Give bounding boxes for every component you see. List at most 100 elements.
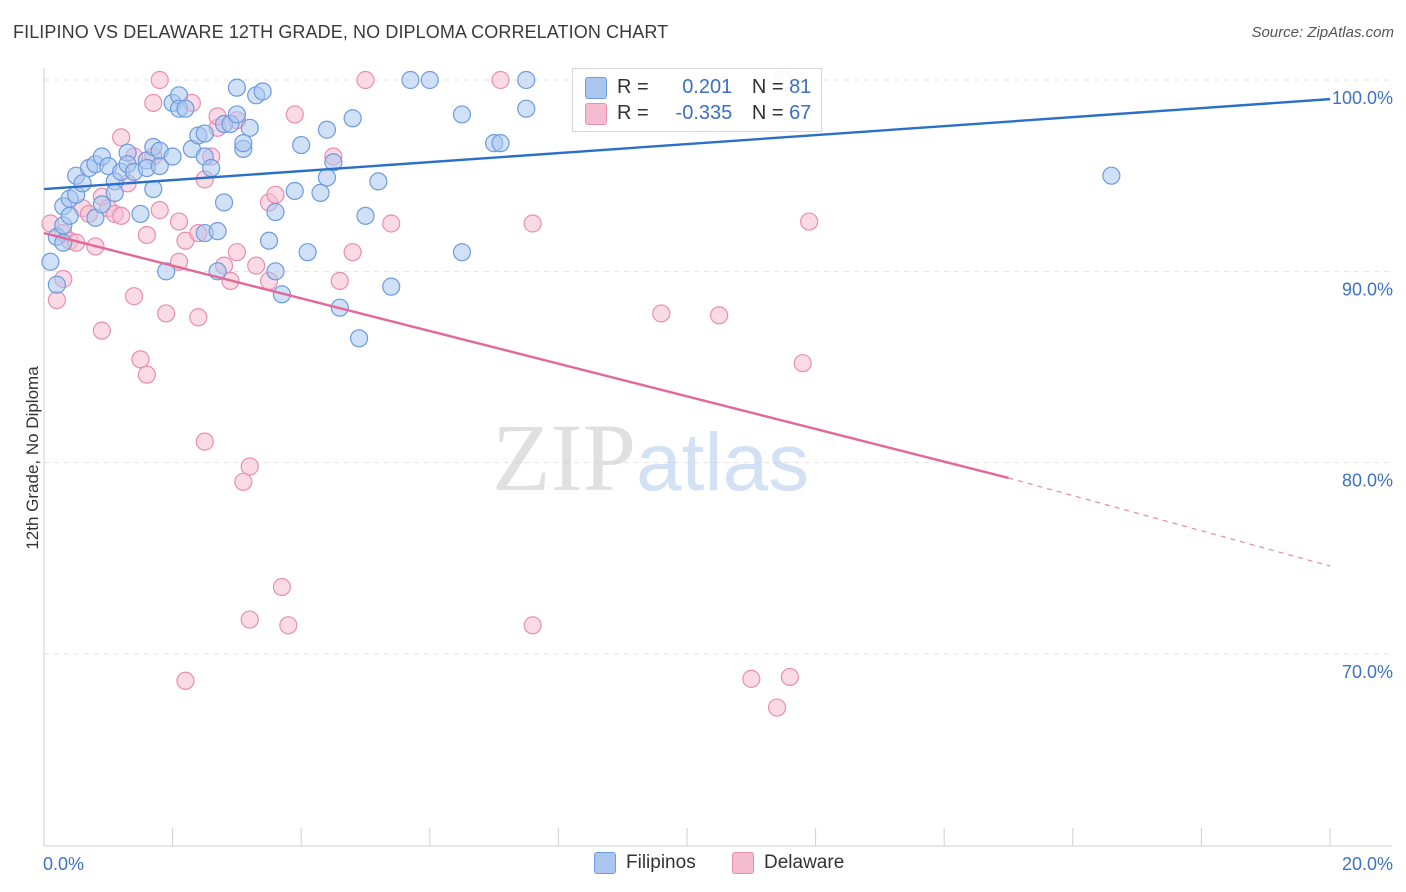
delaware-point [272,577,292,597]
filipinos-point [317,168,337,187]
legend-n-label: N = [751,76,784,98]
delaware-point [767,698,787,717]
delaware-trend-extension [1008,477,1331,567]
legend-n-value: 67 [789,102,812,124]
filipinos-point [234,134,253,153]
delaware-point [227,243,246,262]
delaware-point [137,225,156,245]
legend-swatch-filipinos [585,76,607,99]
delaware-point [330,271,349,290]
filipinos-point [227,78,246,97]
delaware-point [710,306,729,325]
delaware-point [742,669,761,688]
legend-swatch-delaware [732,852,754,874]
delaware-point [780,667,799,687]
filipinos-point [324,153,343,172]
delaware-point [247,256,266,275]
filipinos-point [163,147,182,166]
filipinos-trend-line [43,97,1331,191]
filipinos-point [131,204,150,224]
legend-swatch-delaware [585,102,607,125]
delaware-point [124,287,144,306]
delaware-point [169,212,189,231]
filipinos-point [420,70,439,90]
delaware-point [150,70,169,90]
stats-legend: R = 0.201 N = 81 R = -0.335 N = 67 [572,68,822,132]
delaware-point [157,304,176,323]
filipinos-point [298,243,317,262]
y-tick-label: 80.0% [1342,471,1393,491]
delaware-point [189,308,208,327]
filipinos-point [144,179,163,199]
watermark-atlas: atlas [636,417,809,508]
legend-r-value: 0.201 [682,76,733,98]
delaware-point [800,212,819,231]
y-tick-label: 100.0% [1332,88,1393,108]
filipinos-point [157,262,176,281]
delaware-point [523,616,542,635]
delaware-point [112,128,131,147]
delaware-point [343,243,362,262]
legend-row-filipinos: R = 0.201 N = 81 [585,76,811,100]
legend-r-label: R = [617,102,649,124]
delaware-point [491,70,510,90]
filipinos-point [356,206,375,225]
filipinos-point [202,158,221,178]
delaware-point [793,354,812,373]
filipinos-point [491,134,510,153]
x-tick-label: 0.0% [43,854,84,874]
filipinos-point [343,109,362,128]
x-tick-label: 20.0% [1342,854,1393,874]
source-credit: Source: ZipAtlas.com [1251,24,1394,41]
delaware-point [144,93,163,113]
legend-item-delaware[interactable]: Delaware [732,852,844,874]
axes [43,68,1392,847]
filipinos-point [382,277,401,296]
legend-row-delaware: R = -0.335 N = 67 [585,102,811,126]
legend-label-filipinos: Filipinos [626,852,696,874]
filipinos-point [369,172,388,191]
filipinos-point [266,202,285,222]
filipinos-point [311,183,330,202]
y-axis-label: 12th Grade, No Diploma [23,366,42,550]
delaware-point [195,432,214,451]
filipinos-point [150,157,169,176]
chart-title: FILIPINO VS DELAWARE 12TH GRADE, NO DIPL… [13,22,669,42]
delaware-point [285,105,304,124]
delaware-point [240,457,259,476]
watermark: ZIP atlas [492,404,809,511]
filipinos-point [259,231,279,250]
legend-item-filipinos[interactable]: Filipinos [594,852,696,874]
delaware-point [150,201,169,220]
delaware-point [523,214,542,233]
delaware-point [137,365,156,384]
filipinos-point [195,124,214,143]
filipinos-point [517,70,536,90]
filipinos-point [240,118,259,137]
filipinos-point [452,105,472,124]
filipinos-point [1102,166,1121,185]
series-legend: Filipinos Delaware [0,852,1406,878]
delaware-point [176,671,195,690]
filipinos-point [105,183,124,202]
filipinos-point [92,195,111,214]
delaware-point [131,350,150,369]
delaware-point [652,304,671,323]
filipinos-point [208,222,227,241]
filipinos-point [517,99,536,118]
filipinos-point [41,252,60,271]
delaware-trend-line [43,231,1009,480]
legend-n-value: 81 [789,76,812,98]
delaware-point [356,70,375,90]
filipinos-point [401,70,420,90]
grid-lines [44,79,1392,655]
delaware-point [240,610,259,629]
delaware-point [47,290,66,310]
filipinos-point [266,262,285,281]
legend-r-label: R = [617,76,649,98]
legend-swatch-filipinos [594,852,616,874]
filipinos-point [253,82,272,101]
filipinos-point [349,329,369,348]
watermark-zip: ZIP [492,404,636,511]
